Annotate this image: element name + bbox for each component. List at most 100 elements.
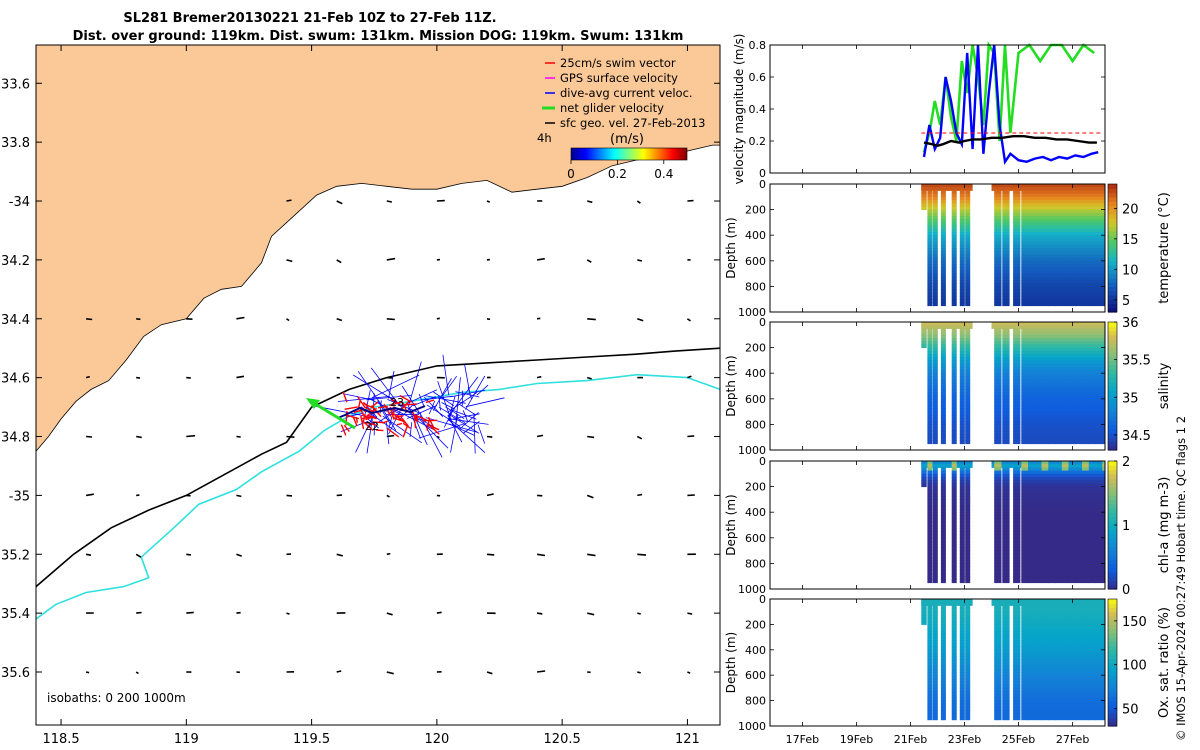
section-cell — [1013, 286, 1021, 291]
section-cell — [951, 254, 957, 259]
section-cell — [932, 395, 938, 400]
section-cell — [1082, 573, 1090, 577]
section-cell — [1021, 354, 1029, 358]
section-cell — [1061, 408, 1070, 413]
glider-label-22: 22 — [365, 420, 379, 433]
section-cell — [1002, 430, 1010, 435]
section-cell — [1061, 357, 1070, 361]
section-cell — [1021, 480, 1029, 484]
section-cell — [940, 521, 946, 526]
section-cell — [959, 569, 965, 574]
section-cell — [932, 681, 938, 686]
section-cell — [965, 206, 971, 211]
section-cell — [1068, 363, 1076, 368]
section-cell — [965, 700, 971, 705]
dive-avg-vector — [418, 423, 466, 439]
section-cell — [951, 322, 957, 326]
section-cell — [1048, 289, 1056, 294]
section-cell — [1068, 440, 1076, 445]
section-cell — [965, 251, 971, 255]
section-cell — [1021, 241, 1029, 246]
section-cell — [1102, 618, 1105, 622]
section-cell — [1061, 276, 1070, 281]
swim-vector — [377, 405, 388, 409]
section-cell — [1075, 334, 1083, 339]
section-cell — [940, 270, 946, 275]
section-cell — [959, 637, 965, 641]
section-cell — [1075, 389, 1083, 393]
section-cell — [1002, 408, 1010, 413]
colorbar-segment — [1108, 542, 1117, 547]
section-cell — [1061, 668, 1070, 673]
panel-y-tick-label: 200 — [745, 481, 766, 494]
section-cell — [994, 402, 1002, 406]
section-cell — [1048, 518, 1056, 523]
section-cell — [1055, 547, 1063, 552]
swim-vector — [386, 427, 400, 438]
section-cell — [1021, 703, 1029, 708]
section-cell — [1055, 518, 1063, 523]
section-cell — [1061, 283, 1070, 287]
section-cell — [940, 257, 946, 262]
section-cell — [1034, 338, 1043, 342]
section-cell — [1068, 235, 1076, 239]
section-cell — [1034, 477, 1043, 481]
section-cell — [1041, 541, 1049, 545]
section-cell — [921, 614, 927, 619]
dive-avg-vector — [370, 367, 401, 406]
section-cell — [1082, 338, 1090, 342]
section-cell — [1055, 402, 1063, 406]
section-cell — [927, 206, 933, 211]
section-cell — [1095, 190, 1103, 195]
colorbar-tick-label: 0.2 — [608, 167, 627, 181]
section-cell — [1028, 544, 1036, 548]
section-cell — [951, 675, 957, 679]
section-cell — [1088, 418, 1097, 422]
section-cell — [932, 687, 938, 692]
section-cell — [1095, 496, 1103, 500]
section-cell — [1048, 341, 1056, 345]
section-cell — [1034, 486, 1043, 491]
section-cell — [959, 379, 965, 384]
geo-vector — [286, 199, 292, 202]
section-cell — [1102, 569, 1105, 574]
section-cell — [1021, 389, 1029, 393]
section-cell — [1028, 713, 1036, 717]
section-cell — [1095, 630, 1103, 635]
section-cell — [965, 509, 971, 513]
section-cell — [940, 534, 946, 539]
section-cell — [927, 398, 933, 403]
section-cell — [1075, 347, 1083, 352]
section-cell — [1028, 228, 1036, 233]
section-cell — [927, 331, 933, 336]
section-cell — [994, 424, 1002, 429]
section-cell — [994, 678, 1002, 683]
section-cell — [927, 681, 933, 686]
section-cell — [1013, 569, 1021, 574]
section-cell — [932, 334, 938, 339]
section-cell — [1002, 649, 1010, 654]
section-cell — [1021, 633, 1029, 638]
section-cell — [927, 566, 933, 571]
section-cell — [951, 411, 957, 416]
section-cell — [1002, 267, 1010, 271]
section-cell — [1021, 653, 1029, 657]
map-y-tick-label: -35 — [9, 489, 30, 504]
panel-y-tick-label: 0 — [759, 455, 766, 468]
section-cell — [1088, 541, 1097, 545]
geo-vector — [386, 612, 393, 616]
section-cell — [1061, 611, 1070, 616]
section-cell — [1075, 512, 1083, 516]
section-cell — [994, 675, 1002, 679]
section-cell — [1102, 662, 1105, 667]
section-cell — [1048, 344, 1056, 349]
section-cell — [1013, 184, 1021, 188]
section-cell — [1021, 716, 1029, 721]
section-cell — [1088, 322, 1097, 326]
section-cell — [1055, 489, 1063, 494]
section-cell — [965, 264, 971, 268]
section-cell — [1055, 338, 1063, 342]
section-cell — [1013, 579, 1021, 584]
section-cell — [1102, 611, 1105, 616]
